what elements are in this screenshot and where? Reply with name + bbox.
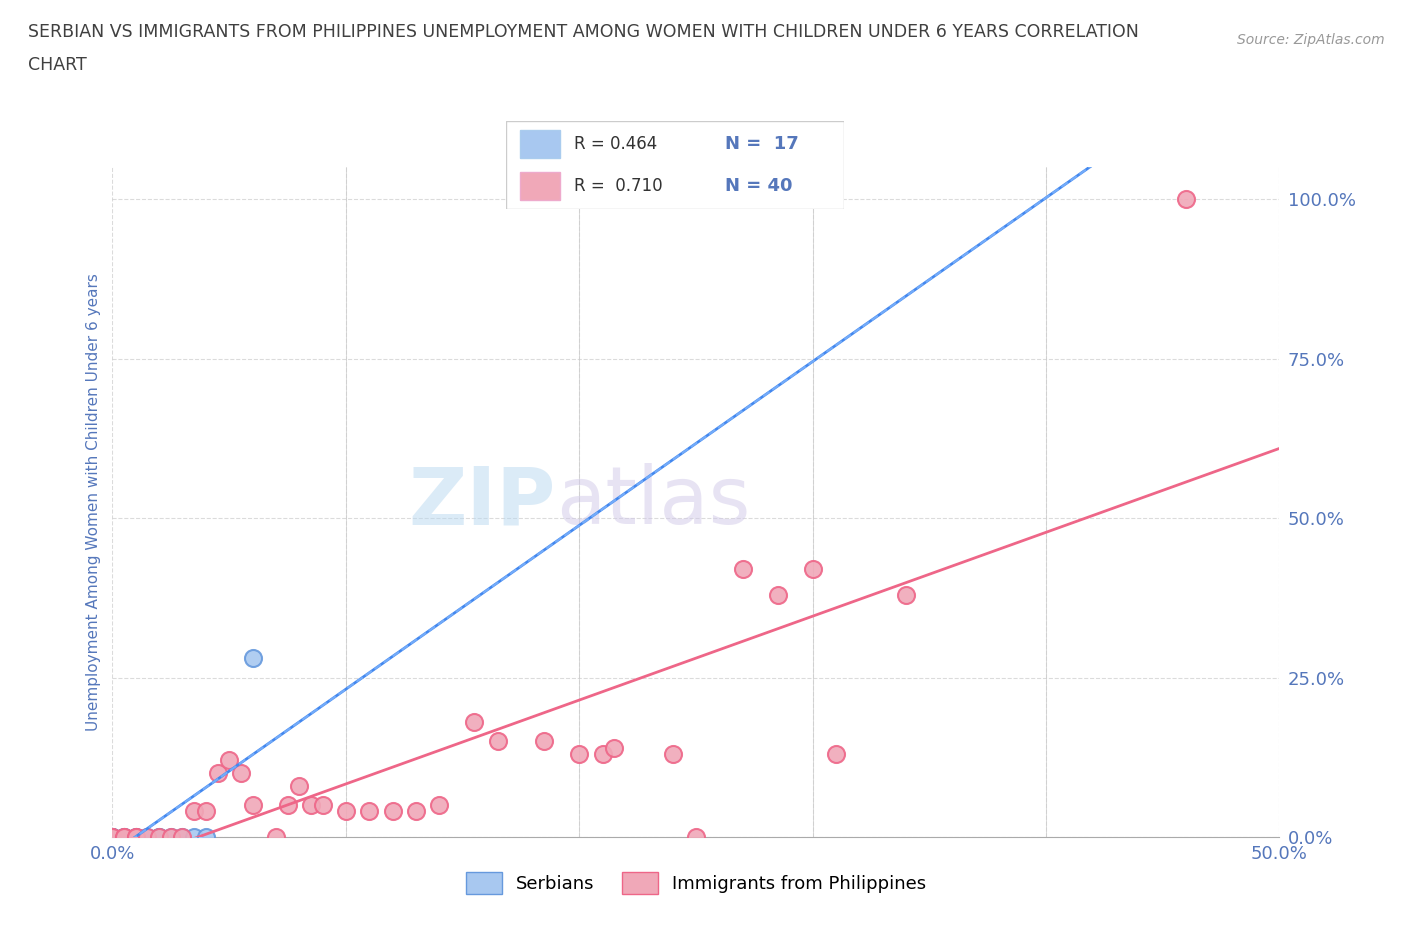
Point bbox=[533, 734, 555, 749]
Point bbox=[112, 830, 135, 844]
Point bbox=[101, 830, 124, 844]
Text: SERBIAN VS IMMIGRANTS FROM PHILIPPINES UNEMPLOYMENT AMONG WOMEN WITH CHILDREN UN: SERBIAN VS IMMIGRANTS FROM PHILIPPINES U… bbox=[28, 23, 1139, 41]
Point bbox=[194, 830, 217, 844]
Point bbox=[172, 830, 194, 844]
Point bbox=[568, 747, 591, 762]
Point bbox=[405, 804, 427, 819]
Point bbox=[685, 830, 707, 844]
Legend: Serbians, Immigrants from Philippines: Serbians, Immigrants from Philippines bbox=[458, 865, 934, 901]
Point bbox=[101, 830, 124, 844]
Point bbox=[194, 804, 217, 819]
Point bbox=[486, 734, 509, 749]
FancyBboxPatch shape bbox=[520, 130, 560, 158]
Point bbox=[101, 830, 124, 844]
Point bbox=[112, 830, 135, 844]
Point bbox=[207, 765, 229, 780]
Text: Source: ZipAtlas.com: Source: ZipAtlas.com bbox=[1237, 33, 1385, 46]
Point bbox=[1175, 192, 1198, 206]
Point bbox=[218, 753, 240, 768]
Point bbox=[172, 830, 194, 844]
Point bbox=[359, 804, 381, 819]
Point bbox=[183, 804, 205, 819]
Point bbox=[427, 798, 450, 813]
Point bbox=[766, 587, 789, 602]
FancyBboxPatch shape bbox=[506, 121, 844, 209]
Text: N =  17: N = 17 bbox=[725, 135, 799, 153]
Point bbox=[183, 830, 205, 844]
Point bbox=[136, 830, 159, 844]
Point bbox=[731, 562, 754, 577]
Point bbox=[125, 830, 148, 844]
Text: ZIP: ZIP bbox=[409, 463, 555, 541]
Point bbox=[125, 830, 148, 844]
Point bbox=[264, 830, 287, 844]
FancyBboxPatch shape bbox=[520, 172, 560, 201]
Point bbox=[894, 587, 917, 602]
Point bbox=[229, 765, 252, 780]
Point bbox=[335, 804, 357, 819]
Point bbox=[661, 747, 683, 762]
Point bbox=[463, 715, 485, 730]
Point bbox=[603, 740, 626, 755]
Point bbox=[125, 830, 148, 844]
Point bbox=[592, 747, 614, 762]
Point bbox=[112, 830, 135, 844]
Point bbox=[242, 798, 264, 813]
Point bbox=[101, 830, 124, 844]
Point bbox=[299, 798, 322, 813]
Point bbox=[148, 830, 170, 844]
Text: N = 40: N = 40 bbox=[725, 178, 793, 195]
Text: atlas: atlas bbox=[555, 463, 751, 541]
Point bbox=[101, 830, 124, 844]
Point bbox=[825, 747, 848, 762]
Point bbox=[242, 651, 264, 666]
Point bbox=[160, 830, 183, 844]
Point bbox=[160, 830, 183, 844]
Text: R = 0.464: R = 0.464 bbox=[574, 135, 657, 153]
Point bbox=[101, 830, 124, 844]
Text: CHART: CHART bbox=[28, 56, 87, 73]
Y-axis label: Unemployment Among Women with Children Under 6 years: Unemployment Among Women with Children U… bbox=[86, 273, 101, 731]
Point bbox=[288, 778, 311, 793]
Point bbox=[311, 798, 333, 813]
Point bbox=[381, 804, 404, 819]
Point bbox=[101, 830, 124, 844]
Point bbox=[801, 562, 824, 577]
Text: R =  0.710: R = 0.710 bbox=[574, 178, 662, 195]
Point bbox=[148, 830, 170, 844]
Point bbox=[148, 830, 170, 844]
Point bbox=[125, 830, 148, 844]
Point bbox=[112, 830, 135, 844]
Point bbox=[276, 798, 298, 813]
Point bbox=[136, 830, 159, 844]
